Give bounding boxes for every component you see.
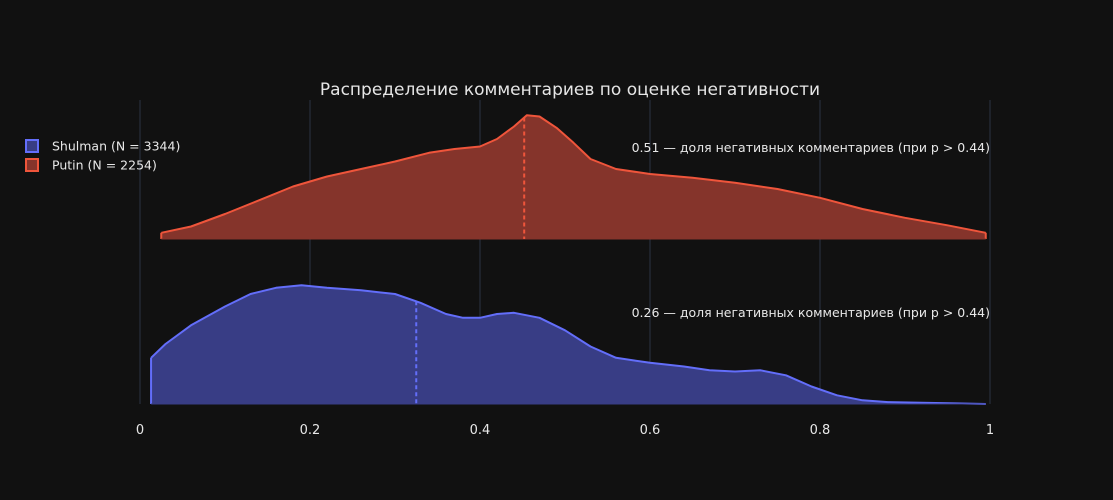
legend-label-0: Shulman (N = 3344) <box>52 139 180 154</box>
legend-swatch-0 <box>25 139 39 153</box>
annotation-layer: 0.26 — доля негативных комментариев (при… <box>632 140 990 320</box>
x-tick-label-5: 1 <box>986 423 994 438</box>
x-tick-label-3: 0.6 <box>640 423 661 438</box>
x-tick-label-4: 0.8 <box>810 423 831 438</box>
annotation-0: 0.26 — доля негативных комментариев (при… <box>632 305 990 320</box>
annotation-1: 0.51 — доля негативных комментариев (при… <box>632 140 990 155</box>
legend[interactable]: Shulman (N = 3344) Putin (N = 2254) <box>25 139 180 173</box>
x-tick-label-0: 0 <box>136 423 144 438</box>
legend-label-1: Putin (N = 2254) <box>52 158 157 173</box>
legend-item-0[interactable]: Shulman (N = 3344) <box>25 139 180 154</box>
x-tick-label-2: 0.4 <box>470 423 491 438</box>
x-tick-label-1: 0.2 <box>300 423 321 438</box>
chart-title: Распределение комментариев по оценке нег… <box>320 80 820 100</box>
density-line-0 <box>150 284 986 405</box>
density-area-1[interactable] <box>161 115 986 239</box>
legend-swatch-1 <box>25 158 39 172</box>
density-line-1 <box>161 114 986 234</box>
legend-item-1[interactable]: Putin (N = 2254) <box>25 158 157 173</box>
series-layer <box>150 114 987 405</box>
tick-layer: 0 0.2 0.4 0.6 0.8 1 <box>136 423 994 438</box>
